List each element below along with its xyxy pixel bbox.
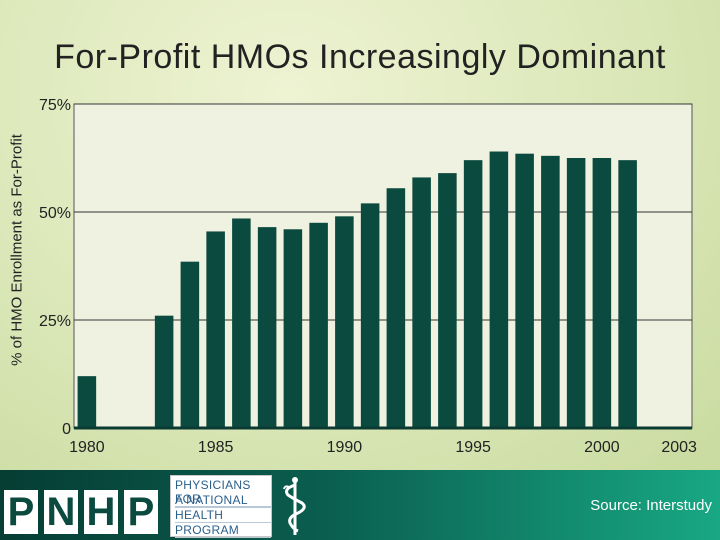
bar-1998	[541, 155, 560, 428]
bar-1995	[463, 160, 483, 428]
x-tick-label: 1980	[69, 439, 105, 456]
plot-area	[73, 103, 693, 429]
org-name-line-4: PROGRAM	[175, 523, 271, 538]
chart-title: For-Profit HMOs Increasingly Dominant	[54, 38, 666, 76]
bar-1994	[438, 173, 457, 428]
org-name-line-3: HEALTH	[175, 508, 271, 523]
bar-1999	[566, 158, 586, 428]
x-tick-label: 2000	[584, 439, 620, 456]
bar-2000	[592, 158, 612, 428]
source-note: Source: Interstudy	[590, 497, 712, 514]
bar-chart: 0 25% 50% 75% 1980 1985 1990 1995 2000 2003	[39, 97, 697, 456]
logo-letter-p1: P	[4, 490, 38, 534]
bar-1996	[489, 151, 509, 428]
bar-1992	[386, 188, 406, 428]
organization-name-box: PHYSICIANS FOR A NATIONAL HEALTH PROGRAM	[170, 475, 272, 538]
y-tick-label: 0	[62, 421, 71, 438]
bar-1985	[206, 231, 225, 428]
bar-1986	[232, 218, 251, 428]
x-tick-label: 1995	[455, 439, 491, 456]
bar-1990	[335, 216, 354, 428]
logo-letter-p2: P	[124, 490, 158, 534]
bar-2001	[618, 160, 637, 428]
bar-1988	[283, 229, 303, 428]
bar-1997	[515, 153, 534, 428]
x-tick-label: 1990	[327, 439, 363, 456]
logo-letter-n: N	[44, 490, 78, 534]
y-tick-label: 75%	[39, 97, 71, 114]
org-name-line-1: PHYSICIANS FOR	[175, 478, 271, 507]
x-tick-label: 2003	[661, 439, 697, 456]
bar-1987	[257, 227, 277, 428]
footer-bar: P N H P PHYSICIANS FOR A NATIONAL HEALTH…	[0, 470, 720, 540]
bar-1984	[180, 261, 200, 428]
bar-1991	[360, 203, 380, 428]
org-name-line-2: A NATIONAL	[175, 493, 271, 508]
logo-letter-h: H	[84, 490, 118, 534]
y-tick-label: 50%	[39, 205, 71, 222]
caduceus-icon	[283, 477, 306, 535]
x-tick-label: 1985	[198, 439, 234, 456]
bar-1989	[309, 222, 328, 428]
bar-1983	[154, 315, 174, 428]
y-tick-label: 25%	[39, 313, 71, 330]
bar-1993	[412, 177, 431, 428]
bar-1980	[77, 376, 97, 428]
